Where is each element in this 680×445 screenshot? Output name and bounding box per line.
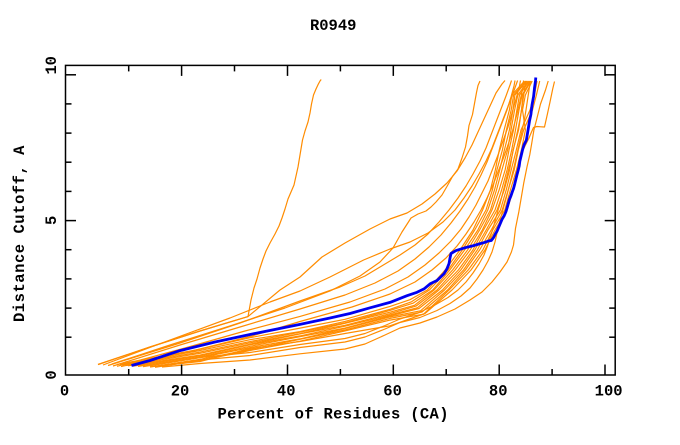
svg-text:10: 10 bbox=[43, 56, 61, 75]
svg-text:5: 5 bbox=[43, 216, 61, 225]
svg-text:60: 60 bbox=[383, 383, 402, 401]
svg-text:Distance Cutoff, A: Distance Cutoff, A bbox=[11, 145, 29, 322]
svg-text:Percent of Residues (CA): Percent of Residues (CA) bbox=[218, 405, 449, 423]
svg-text:20: 20 bbox=[171, 383, 190, 401]
svg-text:40: 40 bbox=[277, 383, 296, 401]
svg-text:R0949: R0949 bbox=[310, 17, 357, 35]
svg-text:80: 80 bbox=[489, 383, 508, 401]
svg-text:100: 100 bbox=[595, 383, 623, 401]
svg-text:0: 0 bbox=[43, 370, 61, 379]
svg-text:0: 0 bbox=[60, 383, 69, 401]
